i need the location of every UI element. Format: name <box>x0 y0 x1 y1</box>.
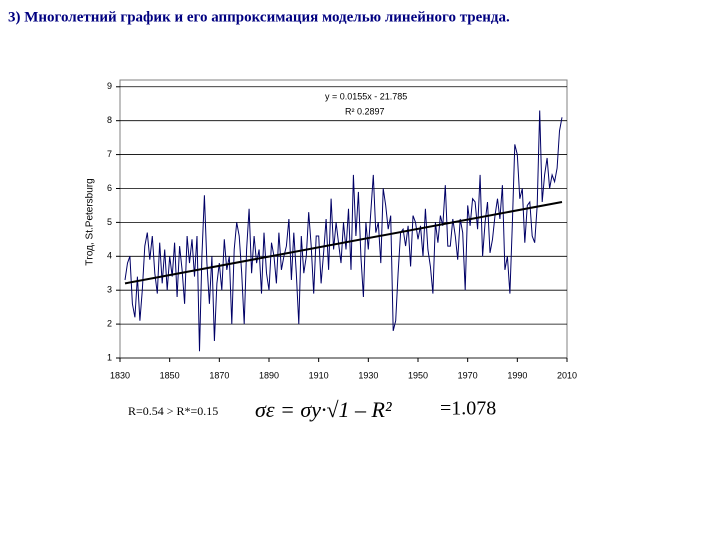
x-tick-label: 1910 <box>309 370 329 380</box>
x-tick-label: 1830 <box>110 370 130 380</box>
y-tick-label: 6 <box>107 183 112 193</box>
x-tick-label: 2010 <box>557 370 577 380</box>
x-tick-label: 1870 <box>209 370 229 380</box>
y-tick-label: 7 <box>107 149 112 159</box>
y-axis-label: Tгод, St.Petersburg <box>85 178 96 265</box>
y-tick-label: 3 <box>107 285 112 295</box>
series-line <box>124 110 563 352</box>
correlation-note: R=0.54 > R*=0.15 <box>128 404 218 418</box>
x-tick-label: 1990 <box>507 370 527 380</box>
x-tick-label: 1950 <box>408 370 428 380</box>
x-tick-label: 1850 <box>160 370 180 380</box>
formula: σε = σy·√1 – R² <box>255 397 392 422</box>
y-tick-label: 8 <box>107 115 112 125</box>
equation: y = 0.0155x - 21.785 <box>325 91 407 101</box>
x-tick-label: 1930 <box>358 370 378 380</box>
trend-line <box>124 201 563 285</box>
formula-result: =1.078 <box>440 398 496 420</box>
x-tick-label: 1970 <box>458 370 478 380</box>
y-tick-label: 5 <box>107 217 112 227</box>
y-tick-label: 4 <box>107 251 112 261</box>
r-squared: R² 0.2897 <box>345 106 385 116</box>
x-tick-label: 1890 <box>259 370 279 380</box>
y-tick-label: 1 <box>107 352 112 362</box>
y-tick-label: 2 <box>107 318 112 328</box>
y-tick-label: 9 <box>107 81 112 91</box>
slide-title: 3) Многолетний график и его аппроксимаци… <box>8 9 510 25</box>
